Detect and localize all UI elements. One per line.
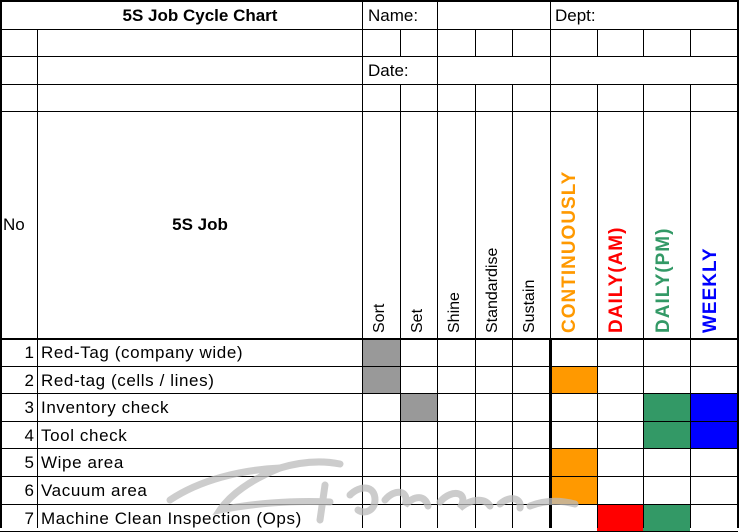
grid-line bbox=[0, 338, 738, 340]
grid-line bbox=[400, 111, 401, 528]
step-fill bbox=[362, 338, 400, 366]
grid-line bbox=[512, 111, 513, 528]
grid-line bbox=[437, 0, 438, 29]
grid-line bbox=[0, 420, 738, 422]
frequency-fill bbox=[597, 503, 643, 532]
header-set: Set bbox=[409, 308, 426, 333]
row-number: 2 bbox=[24, 370, 34, 390]
grid-line bbox=[737, 0, 739, 528]
dept-label: Dept: bbox=[555, 6, 596, 25]
grid-line bbox=[475, 111, 476, 528]
frequency-fill bbox=[550, 448, 597, 476]
grid-line bbox=[437, 111, 438, 528]
frequency-fill bbox=[690, 420, 737, 449]
grid-line bbox=[597, 84, 598, 111]
header-daily-am: DAILY(AM) bbox=[606, 226, 627, 333]
grid-line bbox=[475, 84, 476, 111]
grid-line bbox=[362, 0, 363, 528]
name-label: Name: bbox=[368, 6, 419, 25]
header-weekly: WEEKLY bbox=[700, 247, 721, 333]
grid-line bbox=[512, 84, 513, 111]
grid-line bbox=[0, 29, 738, 30]
grid-line bbox=[0, 56, 738, 57]
grid-line bbox=[643, 84, 644, 111]
grid-line bbox=[0, 393, 738, 395]
grid-line bbox=[597, 111, 598, 528]
grid-line bbox=[512, 29, 513, 56]
frequency-fill bbox=[550, 365, 597, 394]
frequency-fill bbox=[690, 393, 737, 421]
job-name: Red-Tag (company wide) bbox=[41, 343, 244, 362]
row-number: 7 bbox=[24, 508, 34, 528]
grid-line bbox=[437, 29, 438, 111]
grid-line bbox=[400, 29, 401, 56]
grid-line bbox=[690, 111, 691, 528]
frequency-fill bbox=[643, 420, 690, 449]
grid-line bbox=[0, 0, 2, 528]
grid-line bbox=[0, 365, 738, 367]
grid-line bbox=[549, 338, 552, 528]
job-name: Tool check bbox=[41, 425, 128, 445]
job-column-header: 5S Job bbox=[172, 215, 228, 234]
grid-line bbox=[0, 84, 738, 85]
frequency-fill bbox=[550, 476, 597, 504]
job-name: Wipe area bbox=[41, 453, 124, 473]
job-name: Vacuum area bbox=[41, 481, 148, 500]
row-number: 6 bbox=[24, 481, 34, 500]
row-number: 5 bbox=[24, 453, 34, 473]
grid-line bbox=[0, 0, 738, 2]
header-sort: Sort bbox=[371, 303, 388, 333]
chart-title: 5S Job Cycle Chart bbox=[122, 6, 278, 25]
date-label: Date: bbox=[368, 61, 409, 80]
row-number: 4 bbox=[24, 425, 34, 445]
header-continuously: CONTINUOUSLY bbox=[559, 170, 580, 333]
step-fill bbox=[362, 365, 400, 394]
frequency-fill bbox=[643, 503, 690, 532]
grid-line bbox=[0, 448, 738, 450]
header-standardise: Standardise bbox=[484, 247, 501, 333]
grid-line bbox=[643, 111, 644, 528]
frequency-fill bbox=[643, 393, 690, 421]
grid-line bbox=[690, 29, 691, 56]
grid-line bbox=[690, 84, 691, 111]
row-number: 3 bbox=[24, 398, 34, 418]
grid-line bbox=[400, 84, 401, 111]
header-sustain: Sustain bbox=[521, 279, 538, 333]
grid-line bbox=[37, 29, 38, 528]
grid-line bbox=[550, 0, 551, 528]
grid-line bbox=[0, 476, 738, 477]
row-number: 1 bbox=[24, 343, 34, 362]
job-name: Machine Clean Inspection (Ops) bbox=[41, 508, 302, 528]
grid-line bbox=[643, 29, 644, 56]
job-name: Red-tag (cells / lines) bbox=[41, 370, 215, 390]
grid-line bbox=[0, 111, 738, 112]
header-daily-pm: DAILY(PM) bbox=[653, 227, 674, 333]
no-column-header: No bbox=[3, 215, 25, 234]
grid-line bbox=[0, 503, 738, 505]
step-fill bbox=[400, 393, 437, 421]
header-shine: Shine bbox=[446, 292, 463, 333]
grid-line bbox=[475, 29, 476, 56]
job-name: Inventory check bbox=[41, 398, 170, 418]
grid-line bbox=[597, 29, 598, 56]
